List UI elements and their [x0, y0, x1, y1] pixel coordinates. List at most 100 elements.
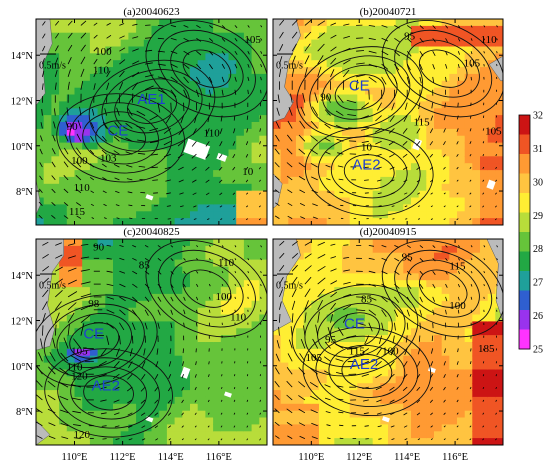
colorbar-swatch: [519, 134, 530, 155]
contour-label: 115: [69, 206, 86, 218]
panel-title: (d)20040915: [360, 226, 417, 238]
contour-label: 90: [93, 241, 105, 253]
x-tick-label: 116°E: [206, 452, 232, 463]
contour-label: 105: [71, 345, 88, 357]
x-tick-label: 114°E: [158, 452, 184, 463]
colorbar-swatch: [519, 290, 530, 311]
y-tick-label: 10°N: [11, 362, 34, 373]
no-data-patch: [381, 416, 390, 423]
contour-label: 120: [73, 429, 90, 441]
eddy-label: AE1: [137, 91, 165, 108]
eddy-label: CE: [349, 77, 370, 94]
reference-vector: 0.5m/s: [276, 53, 303, 71]
contour-label: 95: [402, 252, 414, 264]
y-tick-label: 14°N: [11, 271, 34, 282]
panel-title: (c)20040825: [123, 226, 180, 238]
no-data-patch: [183, 138, 211, 160]
contour-label: 110: [481, 34, 498, 46]
land-mass: [36, 19, 53, 215]
colorbar-swatch: [519, 173, 530, 194]
x-tick-label: 116°E: [442, 452, 468, 463]
panel-frame: [35, 238, 268, 446]
land-mass: [36, 239, 64, 445]
eddy-label: CE: [344, 315, 365, 332]
sla-contours: [36, 240, 267, 438]
sst-field-d: 95 115 85 100 95 115 100 105 185 CE AE2 0.5m/s: [273, 239, 503, 445]
colorbar-tick-label: 31: [533, 144, 543, 155]
y-tick-label: 10°N: [11, 142, 34, 153]
contour-label: 85: [139, 259, 151, 271]
no-data-patch: [145, 194, 154, 201]
map-panels: 1001051101109010310011011510AE1CE0.5m/s(…: [11, 6, 504, 463]
eddy-label: AE2: [352, 157, 380, 174]
svg-text:0.5m/s: 0.5m/s: [276, 280, 303, 291]
contour-label: 100: [95, 46, 112, 58]
colorbar-swatch: [519, 329, 530, 350]
eddy-label: AE2: [350, 356, 378, 373]
contour-label: 120: [71, 370, 88, 382]
contour-label: 103: [100, 153, 117, 165]
contour-label: 85: [361, 293, 373, 305]
contour-label: 100: [382, 345, 399, 357]
x-tick-label: 110°E: [298, 452, 324, 463]
colorbar-tick-label: 30: [533, 177, 543, 188]
contour-label: 115: [449, 261, 466, 273]
colorbar-swatch: [519, 271, 530, 291]
contour-label: 95: [325, 334, 337, 346]
contour-label: 10: [242, 166, 254, 178]
reference-vector: 0.5m/s: [39, 273, 66, 291]
x-tick-label: 114°E: [394, 452, 420, 463]
contour-label: 115: [413, 116, 430, 128]
colorbar-swatch: [519, 193, 530, 213]
current-vectors: [36, 241, 262, 441]
contour-label: 110: [218, 257, 235, 269]
panel-frame: [272, 238, 504, 446]
panel-c: 859011010011098105110120120CEAE20.5m/s(c…: [11, 226, 268, 463]
colorbar-swatch: [519, 251, 530, 272]
contour-label: 110: [74, 182, 91, 194]
contour-label: 98: [88, 298, 100, 310]
sla-contours: [296, 20, 503, 217]
x-tick-label: 110°E: [62, 452, 88, 463]
panel-frame: [272, 18, 504, 226]
colorbar-tick-label: 27: [533, 278, 543, 289]
eddy-label: CE: [83, 326, 104, 343]
y-tick-label: 12°N: [11, 96, 34, 107]
colorbar-swatch: [519, 212, 530, 233]
no-data-patch: [216, 152, 228, 162]
svg-text:0.5m/s: 0.5m/s: [276, 60, 303, 71]
y-tick-label: 14°N: [11, 51, 34, 62]
x-tick-label: 112°E: [110, 452, 136, 463]
contour-label: 100: [71, 155, 88, 167]
contour-label: 90: [320, 91, 332, 103]
colorbar-swatch: [519, 310, 530, 330]
contour-label: 105: [244, 34, 261, 46]
panel-title: (b)20040721: [360, 6, 417, 18]
contour-label: 105: [305, 352, 322, 364]
contour-label: 10: [361, 141, 373, 153]
contour-label: 110: [66, 361, 83, 373]
reference-vector: 0.5m/s: [276, 273, 303, 291]
eddy-label: AE2: [92, 378, 120, 395]
contour-label: 95: [404, 30, 416, 42]
contour-label: 90: [67, 121, 79, 133]
colorbar-tick-label: 32: [533, 111, 543, 122]
current-vectors: [38, 20, 263, 221]
colorbar-tick-label: 26: [533, 311, 543, 322]
current-vectors: [274, 240, 498, 441]
svg-text:0.5m/s: 0.5m/s: [39, 60, 66, 71]
no-data-patch: [224, 391, 232, 398]
colorbar-swatch: [519, 232, 530, 252]
colorbar-tick-label: 29: [533, 211, 543, 222]
svg-text:0.5m/s: 0.5m/s: [39, 280, 66, 291]
colorbar-swatch: [519, 154, 530, 174]
contour-label: 100: [449, 300, 466, 312]
contour-label: 110: [230, 311, 247, 323]
contour-label: 105: [464, 58, 481, 70]
y-tick-label: 8°N: [16, 187, 33, 198]
eddy-label: CE: [107, 123, 128, 140]
